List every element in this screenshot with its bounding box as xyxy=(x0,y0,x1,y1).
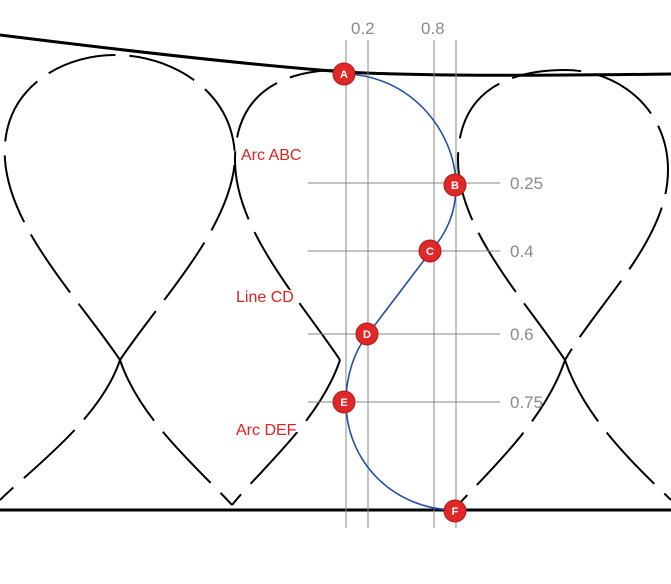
horizontal-guide-label-0.6: 0.6 xyxy=(510,325,534,344)
vertical-guides xyxy=(345,40,457,528)
line-cd-segment xyxy=(367,250,432,335)
point-B: B xyxy=(443,173,467,197)
waist-left-lower-b xyxy=(119,359,233,506)
waist-center-lower xyxy=(231,359,341,506)
horizontal-guide-label-0.4: 0.4 xyxy=(510,242,534,261)
callout-arc-abc: Arc ABC xyxy=(241,147,301,164)
point-A: A xyxy=(332,62,356,86)
waist-right-lower-b xyxy=(564,359,671,501)
callout-line-cd: Line CD xyxy=(236,289,294,306)
lobe-right xyxy=(456,68,670,361)
horizontal-guide-label-0.75: 0.75 xyxy=(510,393,543,412)
arc-abc-curve xyxy=(345,73,457,252)
point-D: D xyxy=(355,322,379,346)
point-A-label: A xyxy=(340,69,348,81)
background-lobes xyxy=(0,53,671,506)
callout-arc-def: Arc DEF xyxy=(236,422,297,439)
vertical-guide-label-0.2: 0.2 xyxy=(351,19,375,38)
vertical-guide-label-0.8: 0.8 xyxy=(421,19,445,38)
arc-def-curve xyxy=(345,333,457,511)
point-B-label: B xyxy=(451,180,459,192)
horizontal-guide-label-0.25: 0.25 xyxy=(510,174,543,193)
point-E: E xyxy=(332,390,356,414)
point-C-label: C xyxy=(426,246,434,258)
point-F: F xyxy=(443,499,467,523)
point-C: C xyxy=(418,239,442,263)
point-D-label: D xyxy=(363,329,371,341)
point-E-label: E xyxy=(340,397,347,409)
point-F-label: F xyxy=(452,506,459,518)
waist-left-lower xyxy=(0,359,121,501)
lobe-left xyxy=(3,53,237,362)
lobe-center xyxy=(233,69,341,361)
waist-right-lower xyxy=(457,359,566,506)
